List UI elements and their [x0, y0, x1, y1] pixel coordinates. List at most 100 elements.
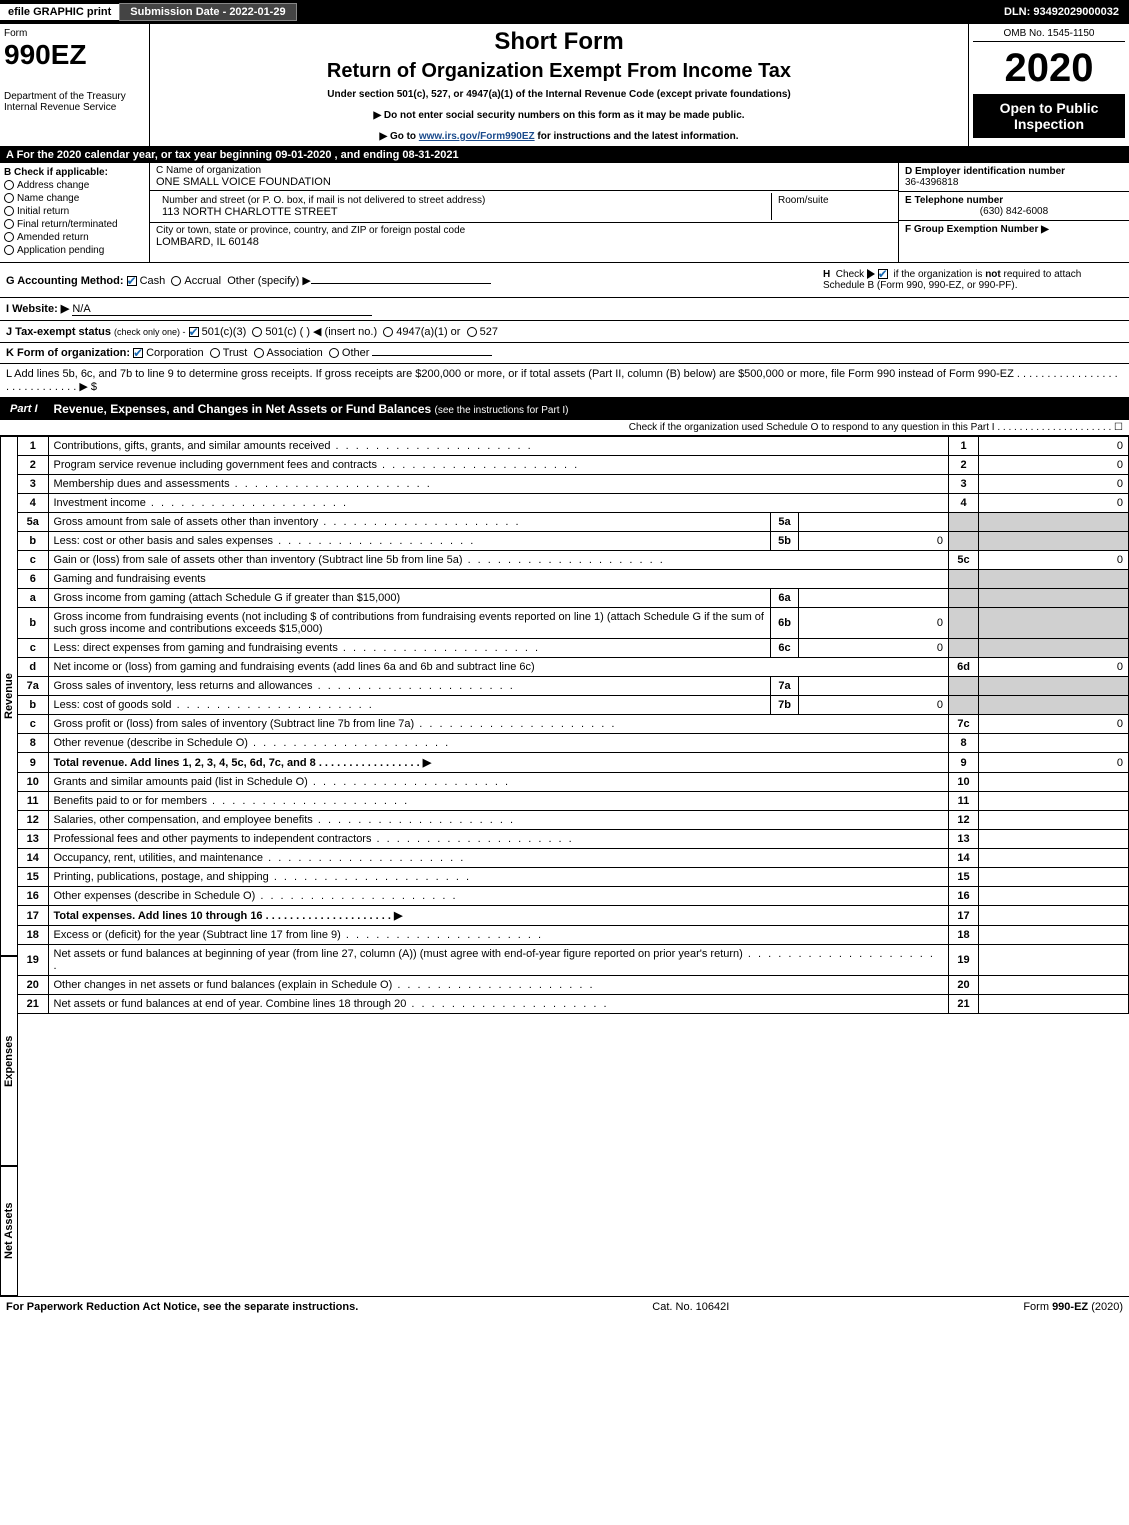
line-5b: bLess: cost or other basis and sales exp… — [18, 532, 1129, 551]
chk-corporation[interactable] — [133, 348, 143, 358]
chk-501c3[interactable] — [189, 327, 199, 337]
chk-527[interactable] — [467, 327, 477, 337]
section-l: L Add lines 5b, 6c, and 7b to line 9 to … — [0, 364, 1129, 398]
dept-label: Department of the Treasury Internal Reve… — [4, 91, 145, 113]
j-label: J Tax-exempt status — [6, 326, 111, 338]
chk-schedule-b[interactable] — [878, 269, 888, 279]
chk-501c[interactable] — [252, 327, 262, 337]
warning-ssn: ▶ Do not enter social security numbers o… — [154, 110, 964, 121]
phone-value: (630) 842-6008 — [905, 206, 1123, 217]
city-value: LOMBARD, IL 60148 — [156, 236, 259, 248]
netassets-side-label: Net Assets — [0, 1166, 18, 1296]
chk-name-change[interactable]: Name change — [4, 193, 145, 204]
ein-label: D Employer identification number — [905, 166, 1123, 177]
line-6b: bGross income from fundraising events (n… — [18, 608, 1129, 639]
k-label: K Form of organization: — [6, 347, 130, 359]
part1-table: 1Contributions, gifts, grants, and simil… — [18, 436, 1129, 1014]
page-footer: For Paperwork Reduction Act Notice, see … — [0, 1296, 1129, 1317]
line-5a: 5aGross amount from sale of assets other… — [18, 513, 1129, 532]
phone-label: E Telephone number — [905, 195, 1123, 206]
part1-title: Revenue, Expenses, and Changes in Net As… — [48, 398, 1129, 420]
section-a-period: A For the 2020 calendar year, or tax yea… — [0, 147, 1129, 163]
line-10: 10Grants and similar amounts paid (list … — [18, 773, 1129, 792]
tax-year: 2020 — [973, 48, 1125, 88]
form-number: 990EZ — [4, 39, 145, 71]
line-8: 8Other revenue (describe in Schedule O)8 — [18, 734, 1129, 753]
form-word: Form — [4, 28, 145, 39]
line-6a: aGross income from gaming (attach Schedu… — [18, 589, 1129, 608]
section-b: B Check if applicable: Address change Na… — [0, 163, 150, 262]
line-14: 14Occupancy, rent, utilities, and mainte… — [18, 849, 1129, 868]
org-name: ONE SMALL VOICE FOUNDATION — [156, 176, 331, 188]
line-12: 12Salaries, other compensation, and empl… — [18, 811, 1129, 830]
triangle-icon — [867, 269, 875, 279]
ein-value: 36-4396818 — [905, 177, 1123, 188]
chk-trust[interactable] — [210, 348, 220, 358]
line-9: 9Total revenue. Add lines 1, 2, 3, 4, 5c… — [18, 753, 1129, 773]
line-1: 1Contributions, gifts, grants, and simil… — [18, 437, 1129, 456]
short-form-title: Short Form — [154, 28, 964, 56]
section-def: D Employer identification number 36-4396… — [899, 163, 1129, 262]
chk-amended-return[interactable]: Amended return — [4, 232, 145, 243]
info-block: B Check if applicable: Address change Na… — [0, 163, 1129, 263]
line-3: 3Membership dues and assessments30 — [18, 475, 1129, 494]
line-16: 16Other expenses (describe in Schedule O… — [18, 887, 1129, 906]
street-label: Number and street (or P. O. box, if mail… — [162, 195, 765, 206]
website-label: I Website: ▶ — [6, 303, 69, 315]
section-j: J Tax-exempt status (check only one) - 5… — [0, 321, 1129, 343]
room-label: Room/suite — [778, 195, 886, 206]
chk-address-change[interactable]: Address change — [4, 180, 145, 191]
line-20: 20Other changes in net assets or fund ba… — [18, 976, 1129, 995]
line-13: 13Professional fees and other payments t… — [18, 830, 1129, 849]
chk-final-return[interactable]: Final return/terminated — [4, 219, 145, 230]
efile-graphic-print[interactable]: efile GRAPHIC print — [0, 4, 119, 20]
line-7c: cGross profit or (loss) from sales of in… — [18, 715, 1129, 734]
accounting-method-label: G Accounting Method: — [6, 275, 124, 287]
footer-catno: Cat. No. 10642I — [652, 1301, 729, 1313]
section-b-head: B Check if applicable: — [4, 167, 108, 178]
line-6d: dNet income or (loss) from gaming and fu… — [18, 658, 1129, 677]
chk-4947[interactable] — [383, 327, 393, 337]
j-sm: (check only one) - — [114, 327, 186, 337]
chk-other-org[interactable] — [329, 348, 339, 358]
revenue-side-label: Revenue — [0, 436, 18, 956]
chk-cash[interactable] — [127, 276, 137, 286]
section-c: C Name of organization ONE SMALL VOICE F… — [150, 163, 899, 262]
line-4: 4Investment income40 — [18, 494, 1129, 513]
part1-check-line: Check if the organization used Schedule … — [0, 420, 1129, 436]
line-21: 21Net assets or fund balances at end of … — [18, 995, 1129, 1014]
section-k: K Form of organization: Corporation Trus… — [0, 343, 1129, 364]
line-7b: bLess: cost of goods sold7b0 — [18, 696, 1129, 715]
under-section: Under section 501(c), 527, or 4947(a)(1)… — [154, 89, 964, 100]
line-7a: 7aGross sales of inventory, less returns… — [18, 677, 1129, 696]
top-bar: efile GRAPHIC print Submission Date - 20… — [0, 0, 1129, 24]
footer-paperwork: For Paperwork Reduction Act Notice, see … — [6, 1301, 358, 1313]
chk-association[interactable] — [254, 348, 264, 358]
submission-date-button[interactable]: Submission Date - 2022-01-29 — [119, 3, 296, 21]
header-left: Form 990EZ Department of the Treasury In… — [0, 24, 150, 146]
part1-header: Part I Revenue, Expenses, and Changes in… — [0, 398, 1129, 420]
chk-application-pending[interactable]: Application pending — [4, 245, 145, 256]
return-title: Return of Organization Exempt From Incom… — [154, 60, 964, 83]
irs-link[interactable]: www.irs.gov/Form990EZ — [419, 131, 535, 142]
goto-line: ▶ Go to www.irs.gov/Form990EZ for instru… — [154, 131, 964, 142]
chk-initial-return[interactable]: Initial return — [4, 206, 145, 217]
section-g-h: G Accounting Method: Cash Accrual Other … — [0, 263, 1129, 298]
header-right: OMB No. 1545-1150 2020 Open to Public In… — [969, 24, 1129, 146]
goto-pre: ▶ Go to — [379, 131, 418, 142]
footer-formno: Form 990-EZ (2020) — [1023, 1301, 1123, 1313]
line-11: 11Benefits paid to or for members11 — [18, 792, 1129, 811]
other-specify-input[interactable] — [311, 283, 491, 284]
website-value: N/A — [72, 303, 372, 316]
efile-label: efile GRAPHIC print — [8, 6, 111, 18]
line-15: 15Printing, publications, postage, and s… — [18, 868, 1129, 887]
form-header: Form 990EZ Department of the Treasury In… — [0, 24, 1129, 147]
line-2: 2Program service revenue including gover… — [18, 456, 1129, 475]
open-to-public: Open to Public Inspection — [973, 94, 1125, 138]
section-i: I Website: ▶ N/A — [0, 298, 1129, 321]
other-org-input[interactable] — [372, 355, 492, 356]
line-17: 17Total expenses. Add lines 10 through 1… — [18, 906, 1129, 926]
part1-label: Part I — [0, 399, 48, 419]
goto-post: for instructions and the latest informat… — [537, 131, 738, 142]
chk-accrual[interactable] — [171, 276, 181, 286]
